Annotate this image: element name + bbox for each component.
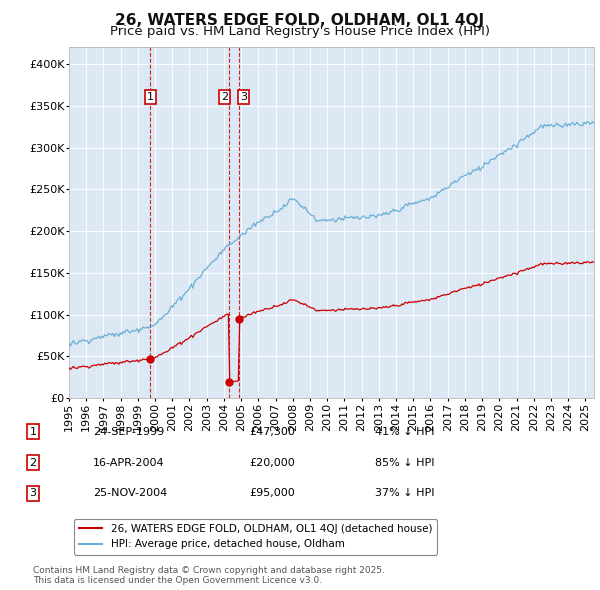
Text: £47,300: £47,300 <box>249 427 295 437</box>
Text: Price paid vs. HM Land Registry's House Price Index (HPI): Price paid vs. HM Land Registry's House … <box>110 25 490 38</box>
Text: 2: 2 <box>221 93 228 102</box>
Legend: 26, WATERS EDGE FOLD, OLDHAM, OL1 4QJ (detached house), HPI: Average price, deta: 26, WATERS EDGE FOLD, OLDHAM, OL1 4QJ (d… <box>74 519 437 555</box>
Text: 25-NOV-2004: 25-NOV-2004 <box>93 489 167 498</box>
Text: 85% ↓ HPI: 85% ↓ HPI <box>375 458 434 467</box>
Text: 1: 1 <box>147 93 154 102</box>
Text: 26, WATERS EDGE FOLD, OLDHAM, OL1 4QJ: 26, WATERS EDGE FOLD, OLDHAM, OL1 4QJ <box>115 13 485 28</box>
Text: 3: 3 <box>29 489 37 498</box>
Text: Contains HM Land Registry data © Crown copyright and database right 2025.
This d: Contains HM Land Registry data © Crown c… <box>33 566 385 585</box>
Text: £20,000: £20,000 <box>249 458 295 467</box>
Text: 41% ↓ HPI: 41% ↓ HPI <box>375 427 434 437</box>
Text: 2: 2 <box>29 458 37 467</box>
Text: 3: 3 <box>240 93 247 102</box>
Text: 24-SEP-1999: 24-SEP-1999 <box>93 427 164 437</box>
Text: 37% ↓ HPI: 37% ↓ HPI <box>375 489 434 498</box>
Text: 1: 1 <box>29 427 37 437</box>
Text: £95,000: £95,000 <box>249 489 295 498</box>
Text: 16-APR-2004: 16-APR-2004 <box>93 458 164 467</box>
